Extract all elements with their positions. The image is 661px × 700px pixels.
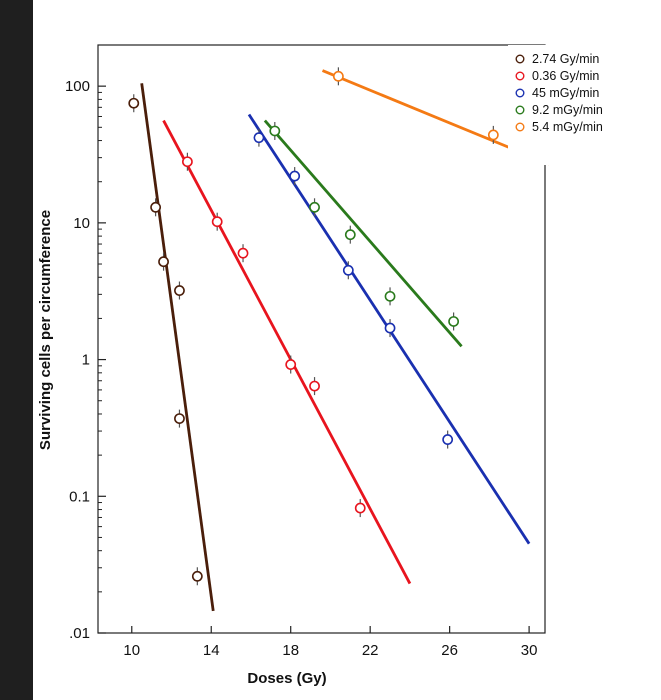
x-tick-label: 14 (203, 642, 220, 659)
data-point-series-5 (332, 70, 344, 82)
y-axis-title: Surviving cells per circumference (37, 210, 54, 450)
x-tick-label: 30 (521, 642, 538, 659)
data-point-series-2 (354, 502, 366, 514)
legend-label-series-2: 0.36 Gy/min (532, 69, 599, 83)
figure-panel: 10 14 18 22 26 30 100 10 1 0.1 .01 Doses (Gy) Sur… (33, 0, 661, 700)
legend-marker-series-4 (515, 105, 525, 115)
data-point-series-2 (237, 247, 249, 259)
y-tick-label: 1 (82, 352, 90, 369)
legend-marker-series-5 (515, 122, 525, 132)
legend-box (508, 45, 661, 165)
data-point-series-4 (344, 229, 356, 241)
x-tick-label: 18 (282, 642, 299, 659)
fit-line-series-1 (140, 83, 215, 612)
x-tick-label: 26 (441, 642, 458, 659)
data-point-series-5 (487, 129, 499, 141)
fit-line-series-4 (263, 119, 463, 348)
x-tick-label: 10 (123, 642, 140, 659)
data-point-series-4 (269, 125, 281, 137)
legend-label-series-4: 9.2 mGy/min (532, 103, 603, 117)
data-point-series-3 (384, 322, 396, 334)
data-point-series-2 (285, 359, 297, 370)
data-point-series-2 (211, 216, 223, 228)
data-point-series-4 (309, 201, 320, 213)
data-point-series-3 (342, 264, 354, 276)
survival-chart: 10 14 18 22 26 30 100 10 1 0.1 .01 Doses (Gy) Sur… (37, 44, 661, 687)
data-point-series-1 (128, 97, 140, 109)
data-point-series-1 (191, 570, 203, 582)
y-tick-label: 10 (73, 215, 90, 232)
legend-marker-series-2 (515, 71, 525, 81)
data-point-series-3 (289, 170, 301, 182)
y-tick-label: .01 (69, 625, 90, 642)
legend-marker-series-3 (515, 88, 525, 98)
data-point-series-1 (150, 201, 162, 213)
legend: 2.74 Gy/min 0.36 Gy/min 45 mGy/min 9.2 mGy/… (508, 45, 661, 165)
data-point-series-3 (253, 132, 265, 144)
x-tick-label: 22 (362, 642, 379, 659)
plot-frame (97, 44, 546, 634)
x-axis-title: Doses (Gy) (247, 670, 326, 687)
data-point-series-3 (442, 434, 454, 445)
y-tick-label: 0.1 (69, 488, 90, 505)
data-point-series-4 (384, 290, 396, 302)
data-point-series-2 (309, 380, 320, 392)
legend-marker-series-1 (515, 54, 525, 64)
legend-label-series-3: 45 mGy/min (532, 86, 599, 100)
data-point-series-1 (158, 256, 169, 268)
data-point-series-2 (181, 156, 193, 168)
legend-label-series-1: 2.74 Gy/min (532, 52, 599, 66)
y-tick-label: 100 (65, 78, 90, 95)
data-point-series-1 (174, 285, 185, 296)
data-point-series-1 (174, 413, 185, 425)
fit-line-series-2 (162, 119, 412, 585)
data-point-series-4 (448, 316, 460, 327)
legend-label-series-5: 5.4 mGy/min (532, 120, 603, 134)
